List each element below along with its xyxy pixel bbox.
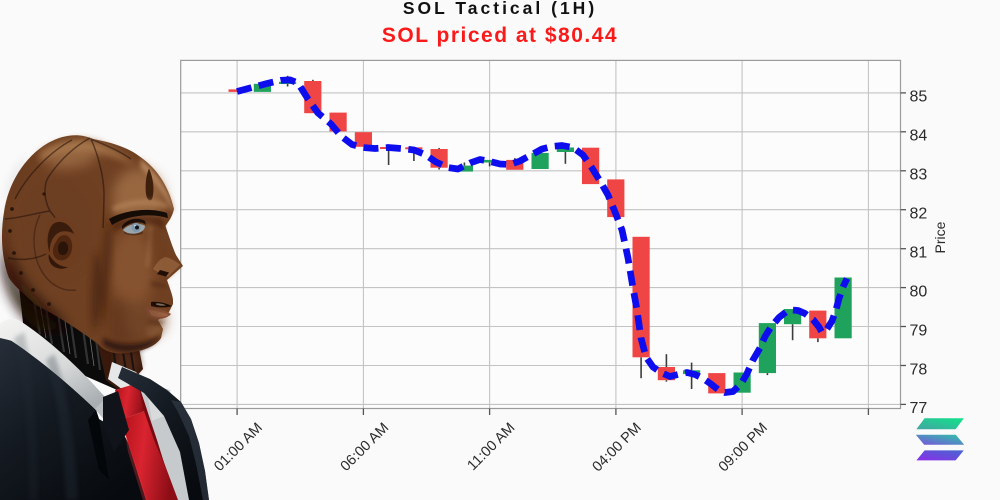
svg-text:Price: Price [932, 221, 948, 253]
svg-text:82: 82 [910, 206, 928, 223]
svg-text:80: 80 [910, 283, 928, 300]
svg-text:81: 81 [910, 245, 928, 262]
svg-text:85: 85 [910, 89, 928, 106]
svg-text:79: 79 [910, 322, 928, 339]
svg-text:83: 83 [910, 167, 928, 184]
svg-text:78: 78 [910, 361, 928, 378]
svg-text:84: 84 [910, 128, 928, 145]
svg-text:77: 77 [910, 400, 928, 417]
